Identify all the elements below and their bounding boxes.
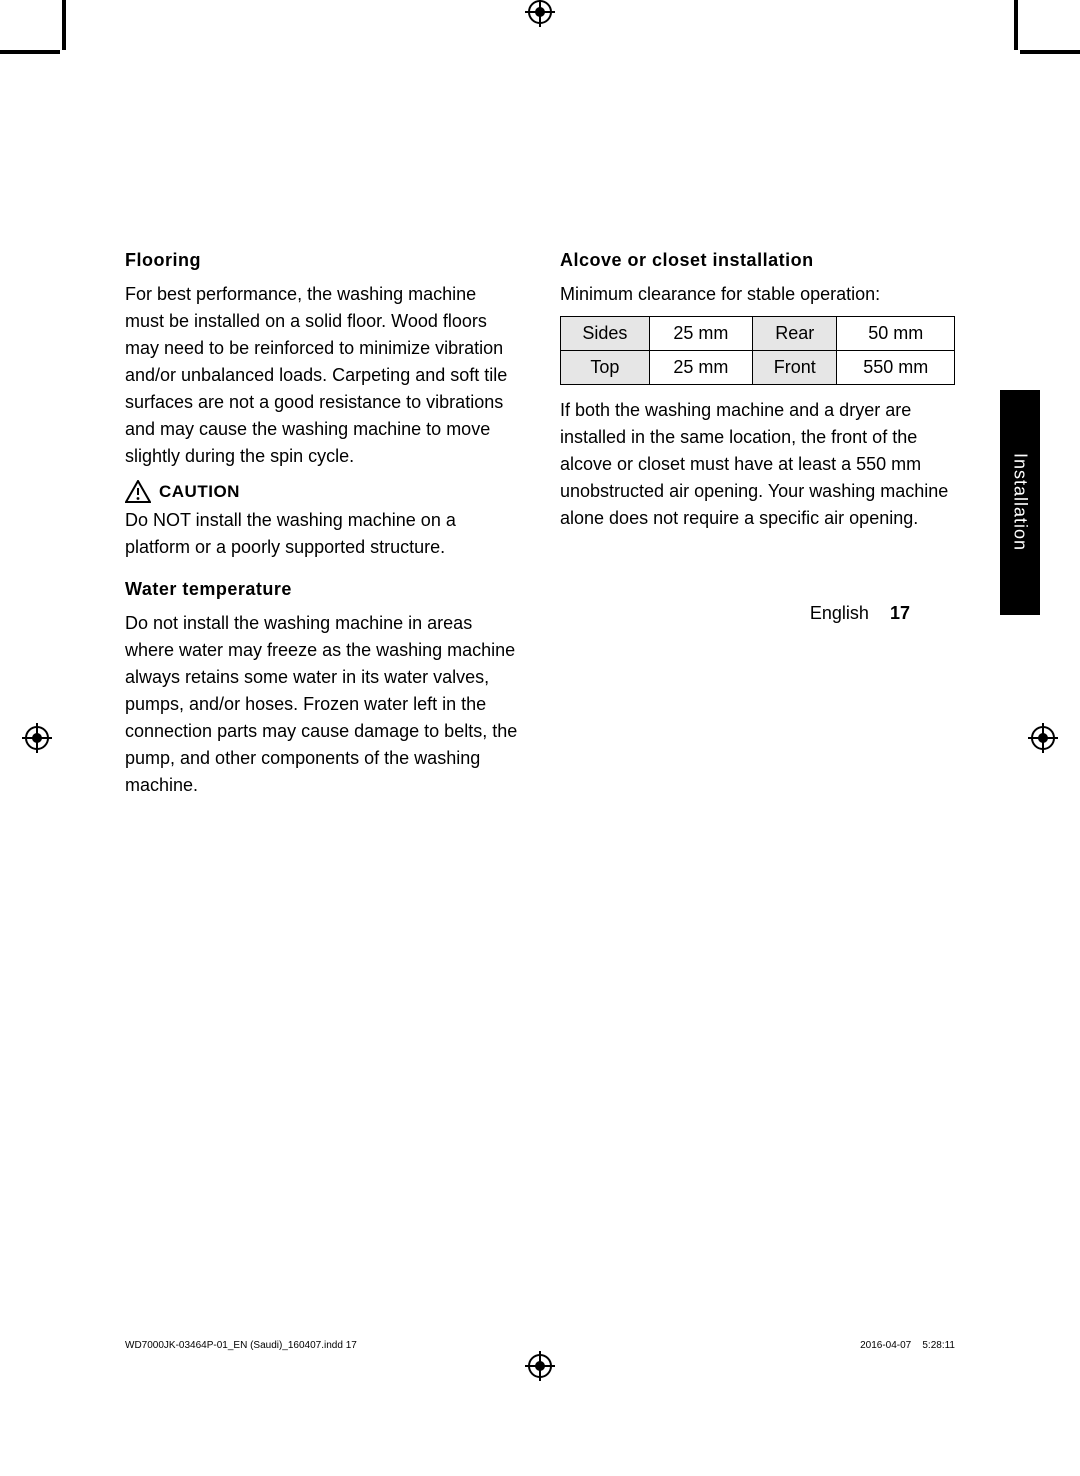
footer-language: English — [810, 603, 869, 623]
meta-file: WD7000JK-03464P-01_EN (Saudi)_160407.ind… — [125, 1340, 357, 1351]
registration-mark-icon — [528, 0, 552, 24]
water-heading: Water temperature — [125, 579, 520, 600]
alcove-intro: Minimum clearance for stable operation: — [560, 281, 955, 308]
right-column: Alcove or closet installation Minimum cl… — [560, 250, 955, 809]
crop-mark — [0, 50, 60, 54]
table-row: Top 25 mm Front 550 mm — [561, 351, 955, 385]
caution-row: CAUTION — [125, 480, 520, 503]
footer-page-number: 17 — [890, 603, 910, 623]
left-column: Flooring For best performance, the washi… — [125, 250, 520, 809]
page-content: Flooring For best performance, the washi… — [125, 140, 955, 809]
caution-icon — [125, 480, 151, 503]
alcove-heading: Alcove or closet installation — [560, 250, 955, 271]
registration-mark-icon — [528, 1354, 552, 1378]
crop-mark — [62, 0, 66, 50]
section-tab-label: Installation — [1010, 453, 1031, 551]
page-footer: English 17 — [810, 603, 910, 624]
crop-mark — [1014, 0, 1018, 50]
clearance-table: Sides 25 mm Rear 50 mm Top 25 mm Front 5… — [560, 316, 955, 385]
table-cell: Top — [561, 351, 650, 385]
caution-label: CAUTION — [159, 482, 240, 502]
table-cell: 550 mm — [837, 351, 955, 385]
table-row: Sides 25 mm Rear 50 mm — [561, 317, 955, 351]
table-cell: 25 mm — [649, 351, 752, 385]
meta-date: 2016-04-07 — [860, 1340, 911, 1351]
alcove-body: If both the washing machine and a dryer … — [560, 397, 955, 532]
caution-body: Do NOT install the washing machine on a … — [125, 507, 520, 561]
registration-mark-icon — [25, 726, 49, 750]
section-tab: Installation — [1000, 390, 1040, 615]
flooring-heading: Flooring — [125, 250, 520, 271]
table-cell: Rear — [752, 317, 837, 351]
registration-mark-icon — [1031, 726, 1055, 750]
meta-row: WD7000JK-03464P-01_EN (Saudi)_160407.ind… — [125, 1340, 955, 1351]
table-cell: Sides — [561, 317, 650, 351]
table-cell: 25 mm — [649, 317, 752, 351]
meta-time: 5:28:11 — [922, 1340, 955, 1351]
table-cell: 50 mm — [837, 317, 955, 351]
water-body: Do not install the washing machine in ar… — [125, 610, 520, 799]
flooring-body: For best performance, the washing machin… — [125, 281, 520, 470]
crop-mark — [1020, 50, 1080, 54]
table-cell: Front — [752, 351, 837, 385]
